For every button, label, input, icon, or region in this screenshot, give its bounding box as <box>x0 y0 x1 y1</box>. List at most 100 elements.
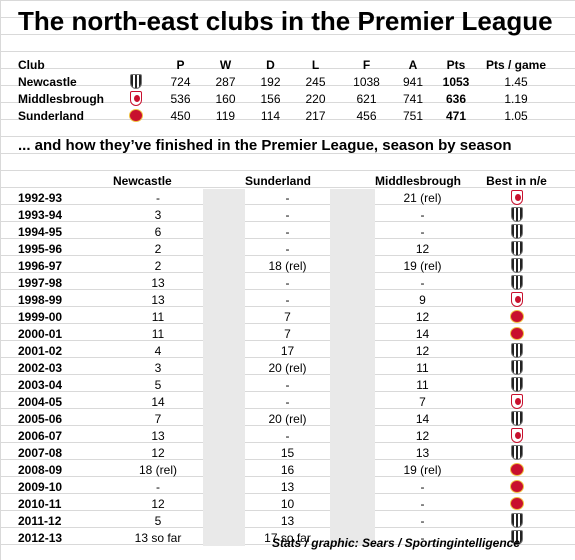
club-name: Newcastle <box>18 74 77 89</box>
newcastle-crest-icon <box>510 207 523 222</box>
middlesbrough-finish: - <box>420 530 425 545</box>
newcastle-finish: 5 <box>154 513 162 528</box>
lost-value: 245 <box>305 74 326 89</box>
col-club: Club <box>18 57 45 72</box>
summary-row: Sunderland 450 119 114 217 456 751 471 1.05 <box>18 107 558 124</box>
best-in-ne <box>470 258 563 273</box>
sunderland-finish: 20 (rel) <box>268 360 307 375</box>
sunderland-finish: - <box>285 241 290 256</box>
points-value: 471 <box>445 108 467 123</box>
col-newcastle: Newcastle <box>113 173 172 188</box>
newcastle-finish: 13 <box>151 428 165 443</box>
newcastle-finish: 11 <box>151 326 165 341</box>
drawn-value: 156 <box>260 91 281 106</box>
newcastle-finish: 2 <box>154 241 162 256</box>
club-name: Sunderland <box>18 108 85 123</box>
sunderland-finish: 13 <box>280 513 295 528</box>
club-name: Middlesbrough <box>18 91 104 106</box>
col-middlesbrough: Middlesbrough <box>375 173 461 188</box>
middlesbrough-finish: 19 (rel) <box>403 462 442 477</box>
summary-header-row: Club P W D L F A Pts Pts / game <box>18 56 558 73</box>
middlesbrough-finish: - <box>420 224 425 239</box>
won-value: 160 <box>215 91 236 106</box>
for-value: 1038 <box>353 74 380 89</box>
points-per-game-value: 1.05 <box>504 108 528 123</box>
col-l: L <box>311 57 320 72</box>
played-value: 450 <box>170 108 191 123</box>
season-label: 2003-04 <box>18 377 63 392</box>
season-row: 1999-00 11 7 12 <box>18 308 563 325</box>
best-in-ne <box>470 480 563 493</box>
points-value: 636 <box>445 91 467 106</box>
best-in-ne <box>470 377 563 392</box>
newcastle-finish: 11 <box>151 309 165 324</box>
newcastle-finish: 4 <box>154 343 162 358</box>
summary-table: Club P W D L F A Pts Pts / game Newcastl… <box>18 56 558 124</box>
sunderland-finish: - <box>285 207 290 222</box>
season-row: 1998-99 13 - 9 <box>18 291 563 308</box>
best-in-ne <box>470 241 563 256</box>
lost-value: 220 <box>305 91 326 106</box>
drawn-value: 114 <box>260 108 281 123</box>
season-row: 2002-03 3 20 (rel) 11 <box>18 359 563 376</box>
season-row: 2003-04 5 - 11 <box>18 376 563 393</box>
best-in-ne <box>470 513 563 528</box>
middlesbrough-finish: 11 <box>416 360 429 375</box>
season-row: 1994-95 6 - - <box>18 223 563 240</box>
middlesbrough-finish: 9 <box>419 292 426 307</box>
col-f: F <box>362 57 371 72</box>
lost-value: 217 <box>305 108 326 123</box>
newcastle-crest-icon <box>510 343 523 358</box>
sunderland-finish: - <box>285 377 290 392</box>
season-label: 2006-07 <box>18 428 63 443</box>
col-pts-per-game: Pts / game <box>485 57 547 72</box>
middlesbrough-finish: 11 <box>416 377 429 392</box>
season-label: 2008-09 <box>18 462 63 477</box>
middlesbrough-crest-icon <box>510 428 523 443</box>
season-label: 2011-12 <box>18 513 62 528</box>
season-row: 1993-94 3 - - <box>18 206 563 223</box>
sunderland-crest-icon <box>509 327 524 340</box>
newcastle-finish: 18 (rel) <box>138 462 177 477</box>
sunderland-finish: - <box>285 224 290 239</box>
sunderland-crest-icon <box>509 497 524 510</box>
newcastle-finish: 5 <box>154 377 162 392</box>
newcastle-finish: 12 <box>151 445 165 460</box>
sunderland-finish: - <box>285 292 290 307</box>
newcastle-crest-icon <box>510 275 523 290</box>
season-row: 2008-09 18 (rel) 16 19 (rel) <box>18 461 563 478</box>
points-value: 1053 <box>442 74 470 89</box>
season-label: 2010-11 <box>18 496 62 511</box>
season-label: 2004-05 <box>18 394 63 409</box>
best-in-ne <box>470 530 563 545</box>
season-row: 2011-12 5 13 - <box>18 512 563 529</box>
middlesbrough-finish: 12 <box>415 309 430 324</box>
season-row: 2009-10 - 13 - <box>18 478 563 495</box>
seasons-table: Newcastle Sunderland Middlesbrough Best … <box>18 172 563 546</box>
season-label: 1993-94 <box>18 207 63 222</box>
newcastle-crest-icon <box>130 74 142 89</box>
middlesbrough-finish: 13 <box>415 445 430 460</box>
middlesbrough-crest-icon <box>510 394 523 409</box>
won-value: 119 <box>215 108 236 123</box>
middlesbrough-finish: - <box>420 513 425 528</box>
season-row: 2004-05 14 - 7 <box>18 393 563 410</box>
middlesbrough-finish: 19 (rel) <box>403 258 442 273</box>
season-row: 2006-07 13 - 12 <box>18 427 563 444</box>
middlesbrough-crest-icon <box>510 190 523 205</box>
seasons-header-row: Newcastle Sunderland Middlesbrough Best … <box>18 172 563 189</box>
best-in-ne <box>470 428 563 443</box>
against-value: 941 <box>402 74 424 89</box>
sunderland-finish: 18 (rel) <box>268 258 307 273</box>
won-value: 287 <box>215 74 236 89</box>
season-label: 2002-03 <box>18 360 63 375</box>
section-subtitle: ... and how they’ve finished in the Prem… <box>18 137 512 154</box>
newcastle-finish: 13 <box>151 292 165 307</box>
best-in-ne <box>470 292 563 307</box>
middlesbrough-crest-icon <box>130 91 142 106</box>
newcastle-finish: 13 <box>151 275 165 290</box>
season-row: 1996-97 2 18 (rel) 19 (rel) <box>18 257 563 274</box>
middlesbrough-finish: - <box>420 275 425 290</box>
best-in-ne <box>470 275 563 290</box>
